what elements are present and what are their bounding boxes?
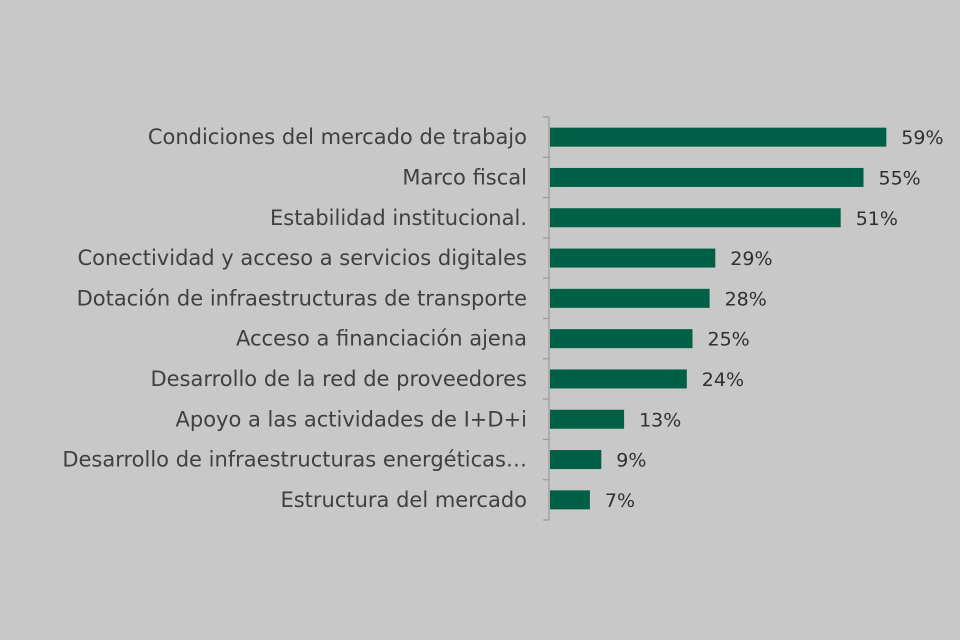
y-axis-ticks — [543, 116, 549, 521]
value-label: 7% — [605, 490, 635, 512]
bar — [550, 127, 887, 147]
category-label: Estabilidad institucional. — [270, 206, 527, 230]
category-label: Marco fiscal — [402, 165, 527, 189]
value-label: 13% — [639, 409, 681, 431]
value-label: 59% — [901, 127, 943, 149]
category-label: Desarrollo de la red de proveedores — [150, 367, 527, 391]
bar — [550, 490, 590, 510]
value-label: 25% — [708, 329, 750, 351]
bars-group — [550, 127, 887, 510]
category-label: Condiciones del mercado de trabajo — [148, 125, 527, 149]
bar — [550, 369, 687, 389]
bar — [550, 450, 602, 470]
bar — [550, 208, 841, 228]
bar — [550, 167, 864, 187]
value-label: 29% — [730, 248, 772, 270]
category-label: Apoyo a las actividades de I+D+i — [176, 407, 527, 431]
category-labels: Condiciones del mercado de trabajo Marco … — [62, 125, 527, 512]
value-label: 51% — [856, 208, 898, 230]
bar — [550, 409, 625, 429]
bar — [550, 248, 716, 268]
value-label: 28% — [725, 288, 767, 310]
category-label: Desarrollo de infraestructuras energétic… — [62, 448, 527, 472]
value-label: 24% — [702, 369, 744, 391]
value-labels: 59% 55% 51% 29% 28% 25% 24% 13% 9% 7% — [605, 127, 944, 512]
category-label: Acceso a financiación ajena — [236, 327, 527, 351]
bar — [550, 288, 710, 308]
bar — [550, 329, 693, 349]
category-label: Conectividad y acceso a servicios digita… — [77, 246, 527, 270]
value-label: 9% — [616, 450, 646, 472]
value-label: 55% — [879, 167, 921, 189]
category-label: Estructura del mercado — [280, 488, 527, 512]
category-label: Dotación de infraestructuras de transpor… — [77, 286, 527, 310]
